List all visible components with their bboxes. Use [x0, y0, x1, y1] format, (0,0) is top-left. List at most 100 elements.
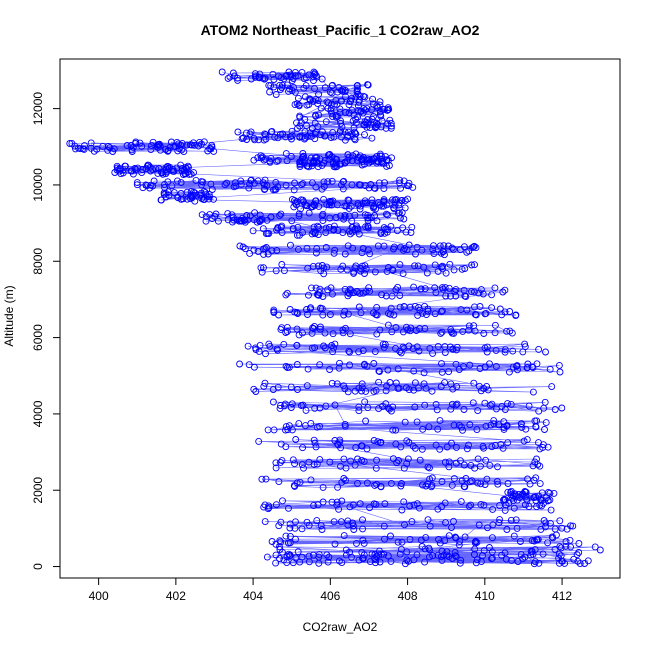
- data-point: [269, 70, 277, 78]
- data-point: [223, 179, 231, 187]
- data-point: [437, 249, 445, 257]
- data-point: [348, 181, 356, 189]
- data-point: [287, 404, 295, 411]
- data-point: [472, 538, 480, 546]
- data-point: [474, 479, 482, 487]
- data-point: [418, 543, 426, 550]
- data-point: [262, 244, 270, 251]
- data-point: [361, 398, 369, 406]
- data-point: [332, 113, 340, 121]
- data-point: [502, 555, 510, 563]
- data-point: [284, 426, 292, 434]
- data-point: [556, 517, 564, 525]
- data-point: [449, 385, 457, 393]
- data-point: [470, 379, 478, 387]
- data-point: [382, 210, 390, 218]
- data-point: [272, 551, 280, 559]
- data-point: [300, 464, 307, 472]
- data-point: [330, 518, 338, 526]
- data-point: [424, 463, 432, 471]
- y-tick-label: 4000: [31, 400, 45, 427]
- data-point: [265, 502, 273, 510]
- data-point: [373, 480, 381, 488]
- data-point: [491, 321, 499, 329]
- data-point: [525, 402, 533, 410]
- data-point: [457, 423, 465, 431]
- data-point: [190, 141, 198, 149]
- data-point: [385, 405, 393, 413]
- data-point: [288, 217, 296, 225]
- data-point: [596, 546, 604, 554]
- data-point: [286, 532, 294, 540]
- data-point: [460, 461, 468, 469]
- data-point: [346, 361, 354, 369]
- data-point: [354, 479, 361, 487]
- data-point: [353, 157, 361, 164]
- data-point: [341, 159, 349, 167]
- data-point: [558, 524, 566, 532]
- data-point: [394, 209, 402, 217]
- data-point: [345, 197, 353, 204]
- data-point: [291, 179, 299, 187]
- data-point: [110, 145, 118, 153]
- data-point: [504, 439, 512, 447]
- data-point: [510, 532, 518, 540]
- data-point: [492, 405, 500, 413]
- data-point: [366, 558, 374, 566]
- data-point: [345, 347, 353, 355]
- data-point: [255, 437, 263, 445]
- data-point: [363, 105, 371, 113]
- data-point: [262, 350, 269, 358]
- data-point: [473, 556, 481, 564]
- data-point: [261, 379, 269, 387]
- data-point: [536, 462, 544, 470]
- data-point: [424, 305, 432, 313]
- data-point: [396, 179, 403, 187]
- data-point: [355, 407, 363, 415]
- data-point: [129, 143, 137, 151]
- data-point: [350, 268, 358, 276]
- data-point: [299, 329, 306, 337]
- data-point: [267, 82, 275, 90]
- data-point: [250, 385, 258, 393]
- data-point: [299, 444, 307, 452]
- data-point: [340, 455, 348, 463]
- data-point: [323, 263, 331, 271]
- data-point: [457, 306, 465, 314]
- data-point: [329, 113, 337, 121]
- data-point: [372, 386, 380, 394]
- data-point: [292, 436, 300, 443]
- data-point: [296, 112, 304, 120]
- data-point: [290, 482, 298, 490]
- data-point: [536, 445, 544, 453]
- data-point: [370, 500, 378, 508]
- data-point: [501, 549, 509, 557]
- data-point: [470, 551, 478, 558]
- data-point: [324, 178, 332, 186]
- data-point: [330, 226, 338, 233]
- data-point: [162, 164, 170, 172]
- data-point: [419, 425, 427, 433]
- data-point: [418, 445, 426, 453]
- data-point: [186, 141, 194, 149]
- data-point: [337, 265, 345, 273]
- data-point: [301, 134, 309, 142]
- data-point: [303, 244, 311, 252]
- data-point: [122, 162, 129, 170]
- data-point: [411, 444, 419, 452]
- data-point: [439, 265, 446, 273]
- data-point: [359, 289, 367, 297]
- data-point: [332, 214, 340, 221]
- data-point: [552, 531, 560, 539]
- data-point: [447, 292, 454, 300]
- data-point: [264, 505, 272, 513]
- data-point: [536, 501, 544, 509]
- data-point: [321, 344, 329, 352]
- x-axis: 400 402 404 406 408 410 412: [89, 578, 572, 603]
- data-point: [214, 217, 222, 225]
- plot-area: [66, 68, 604, 568]
- data-point: [306, 305, 314, 313]
- data-point: [450, 475, 458, 483]
- data-point: [368, 115, 376, 123]
- data-point: [293, 231, 301, 239]
